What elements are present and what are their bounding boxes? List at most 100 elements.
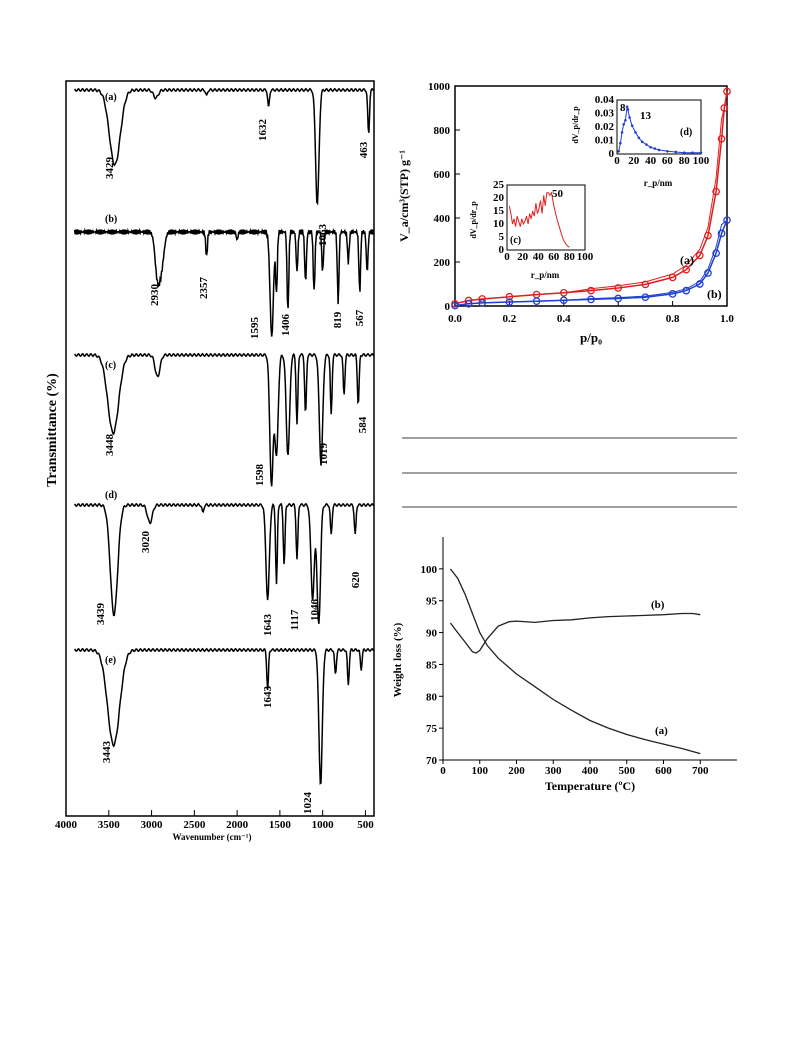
bet-point — [717, 134, 726, 143]
bet-point — [532, 297, 541, 306]
inset-point — [640, 140, 644, 144]
inset-ytick-label: 15 — [493, 205, 505, 217]
inset-d-ticks: 0 20 40 60 80 100 00.01 0.020.03 0.04 — [595, 94, 710, 167]
ftir-peak-label: 620 — [350, 571, 362, 588]
ftir-traces — [73, 87, 375, 785]
inset-c-label: (c) — [510, 235, 521, 246]
inset-point — [622, 123, 626, 126]
inset-d-xlabel: r_p/nm — [644, 178, 673, 188]
inset-ytick-label: 0.02 — [595, 121, 615, 133]
bet-point — [668, 290, 677, 298]
inset-ytick-label: 10 — [493, 218, 505, 230]
ftir-chart: Transmittance (%) Wavenumber (cm⁻¹) 4000… — [45, 80, 375, 842]
inset-point — [666, 150, 669, 153]
tga-xtick-label: 200 — [508, 765, 525, 777]
tga-ytick-label: 75 — [426, 723, 438, 735]
bet-xtick-label: 0.2 — [503, 313, 517, 325]
inset-point — [653, 147, 657, 150]
ftir-peak-label: 3429 — [104, 157, 116, 180]
inset-d-series — [617, 105, 703, 154]
ftir-panel-label: (c) — [105, 360, 116, 371]
bet-series — [451, 87, 731, 310]
ftir-xtick-label: 1000 — [312, 819, 335, 831]
inset-point — [682, 151, 686, 154]
ftir-peak-label: 1406 — [280, 314, 292, 337]
ftir-peak-label: 1595 — [249, 317, 261, 340]
tga-series — [449, 568, 701, 755]
bet-point — [505, 298, 514, 306]
inset-c-annotation: 50 — [552, 188, 564, 200]
ftir-xtick-label: 500 — [357, 819, 374, 831]
ftir-peak-label: 2357 — [198, 277, 210, 300]
tga-ytick-label: 95 — [426, 596, 438, 608]
ftir-xtick-label: 3500 — [98, 819, 121, 831]
bet-point — [682, 286, 691, 295]
tga-ylabel: Weight loss (%) — [392, 622, 404, 697]
ftir-peak-label: 463 — [358, 141, 370, 158]
ftir-xtick-label: 4000 — [55, 819, 78, 831]
inset-d-label: (d) — [680, 127, 692, 138]
ftir-trace-(c) — [73, 352, 375, 487]
inset-xtick-label: 60 — [662, 155, 674, 167]
tga-ytick-label: 90 — [426, 628, 438, 640]
bet-ytick-label: 1000 — [428, 81, 451, 93]
bet-point — [505, 292, 514, 301]
tga-xtick-label: 700 — [692, 765, 709, 777]
inset-c-ylabel: dV_p/dr_p — [469, 201, 478, 239]
ftir-xtick-label: 3000 — [141, 819, 164, 831]
inset-xtick-label: 100 — [693, 155, 710, 167]
inset-ytick-label: 5 — [499, 231, 505, 243]
inset-ytick-label: 20 — [493, 192, 505, 204]
inset-point — [625, 105, 629, 109]
bet-point — [704, 231, 712, 240]
bet-ytick-label: 800 — [434, 125, 451, 137]
bet-ytick-label: 400 — [434, 213, 451, 225]
bet-point — [695, 280, 704, 288]
ftir-peak-label: 1643 — [262, 686, 274, 709]
bet-point — [695, 251, 704, 260]
inset-xtick-label: 0 — [614, 155, 620, 167]
inset-xtick-label: 0 — [504, 251, 510, 263]
bet-point — [712, 249, 720, 258]
bet-xtick-label: 0.6 — [611, 313, 625, 325]
tga-ytick-label: 80 — [426, 691, 438, 703]
ftir-peak-label: 2930 — [149, 284, 161, 307]
tga-xtick-label: 300 — [545, 765, 562, 777]
bet-xtick-label: 0.8 — [666, 313, 680, 325]
bet-point — [559, 296, 568, 305]
inset-xtick-label: 40 — [533, 251, 545, 263]
bet-point — [720, 104, 729, 112]
tga-xtick-label: 0 — [440, 765, 446, 777]
bet-point — [712, 187, 720, 196]
inset-ytick-label: 0.03 — [595, 108, 615, 120]
ftir-peak-label: 584 — [357, 416, 369, 433]
bet-ytick-label: 200 — [434, 257, 451, 269]
tga-ticks: 0 100 200 300 400 500 600 700 70 75 80 85 90 95 100 — [421, 564, 710, 777]
inset-xtick-label: 60 — [548, 251, 560, 263]
bet-point — [587, 295, 595, 304]
inset-point — [634, 131, 637, 134]
tga-xtick-label: 500 — [619, 765, 636, 777]
ftir-ylabel: Transmittance (%) — [45, 373, 60, 487]
inset-c-xlabel: r_p/nm — [531, 270, 560, 280]
inset-ytick-label: 0 — [609, 148, 615, 160]
inset-point — [620, 131, 624, 134]
inset-ytick-label: 0.01 — [595, 135, 614, 147]
inset-d-annotation-13: 13 — [640, 110, 652, 122]
tga-ytick-label: 100 — [421, 564, 438, 576]
tga-line-(b) — [449, 612, 701, 654]
inset-ytick-label: 0 — [499, 244, 505, 256]
bet-point — [614, 284, 623, 292]
ftir-peak-label: 1019 — [318, 443, 330, 466]
bet-ytick-label: 0 — [445, 301, 451, 313]
bet-point — [587, 286, 595, 295]
ftir-peak-label: 1117 — [289, 609, 301, 630]
ftir-panel-label: (e) — [105, 655, 116, 666]
inset-point — [657, 148, 661, 152]
ftir-panel-label: (d) — [105, 490, 117, 501]
tga-xtick-label: 400 — [582, 765, 599, 777]
ftir-xtick-label: 2500 — [183, 819, 206, 831]
tga-xlabel: Temperature (ºC) — [545, 779, 635, 793]
